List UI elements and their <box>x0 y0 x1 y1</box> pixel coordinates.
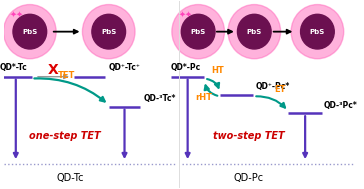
Text: ET: ET <box>274 84 285 94</box>
Text: QD*-Tc: QD*-Tc <box>0 63 28 72</box>
Ellipse shape <box>172 5 225 59</box>
Text: TET: TET <box>58 71 75 81</box>
Text: QD⁺-Pc*: QD⁺-Pc* <box>255 82 289 91</box>
Text: ✦✦: ✦✦ <box>178 9 192 18</box>
Text: QD-³Pc*: QD-³Pc* <box>324 101 357 109</box>
Ellipse shape <box>92 14 126 49</box>
Text: ✦✦: ✦✦ <box>10 9 24 18</box>
Text: rHT: rHT <box>195 93 212 102</box>
Text: QD-³Tc*: QD-³Tc* <box>144 94 176 103</box>
Text: PbS: PbS <box>22 29 37 35</box>
Text: X: X <box>47 63 58 77</box>
Ellipse shape <box>237 14 271 49</box>
Text: two-step TET: two-step TET <box>213 131 285 141</box>
Text: PbS: PbS <box>310 29 325 35</box>
Text: QD⁺-Tc⁺: QD⁺-Tc⁺ <box>109 63 141 72</box>
Ellipse shape <box>291 5 344 59</box>
Text: QD-Tc: QD-Tc <box>56 173 84 183</box>
Text: PbS: PbS <box>247 29 262 35</box>
Ellipse shape <box>301 14 334 49</box>
Text: PbS: PbS <box>190 29 206 35</box>
Text: one-step TET: one-step TET <box>29 131 101 141</box>
Text: HT: HT <box>211 66 224 75</box>
Text: QD*-Pc: QD*-Pc <box>171 63 201 72</box>
Ellipse shape <box>181 14 215 49</box>
Text: QD-Pc: QD-Pc <box>234 173 264 183</box>
Ellipse shape <box>228 5 281 59</box>
Ellipse shape <box>82 5 135 59</box>
Ellipse shape <box>4 5 56 59</box>
Text: PbS: PbS <box>101 29 116 35</box>
Ellipse shape <box>13 14 47 49</box>
